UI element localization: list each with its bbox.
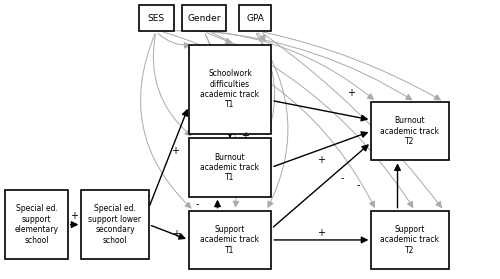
FancyBboxPatch shape (138, 5, 173, 31)
FancyBboxPatch shape (189, 138, 271, 197)
Text: Gender: Gender (187, 14, 221, 23)
Text: Schoolwork
difficulties
academic track
T1: Schoolwork difficulties academic track T… (200, 69, 260, 109)
Text: -: - (341, 174, 344, 184)
FancyBboxPatch shape (189, 45, 271, 134)
Text: +: + (318, 228, 325, 238)
FancyBboxPatch shape (182, 5, 226, 31)
Text: +: + (172, 229, 180, 239)
Text: +: + (70, 211, 78, 221)
FancyBboxPatch shape (81, 190, 149, 259)
Text: -: - (196, 199, 199, 209)
FancyBboxPatch shape (371, 102, 449, 160)
Text: +: + (241, 131, 249, 141)
Text: -: - (357, 181, 360, 191)
Text: +: + (318, 155, 325, 165)
FancyBboxPatch shape (239, 5, 271, 31)
Text: Special ed.
support
elementary
school: Special ed. support elementary school (14, 205, 59, 245)
Text: +: + (171, 146, 179, 156)
FancyBboxPatch shape (5, 190, 68, 259)
Text: Burnout
academic track
T2: Burnout academic track T2 (380, 116, 440, 146)
Text: Burnout
academic track
T1: Burnout academic track T1 (200, 153, 260, 182)
FancyBboxPatch shape (189, 211, 271, 269)
Text: Support
academic track
T2: Support academic track T2 (380, 225, 440, 255)
Text: +: + (347, 88, 355, 98)
Text: GPA: GPA (246, 14, 264, 23)
Text: Support
academic track
T1: Support academic track T1 (200, 225, 260, 255)
FancyBboxPatch shape (371, 211, 449, 269)
Text: Special ed.
support lower
secondary
school: Special ed. support lower secondary scho… (88, 205, 142, 245)
Text: SES: SES (148, 14, 164, 23)
